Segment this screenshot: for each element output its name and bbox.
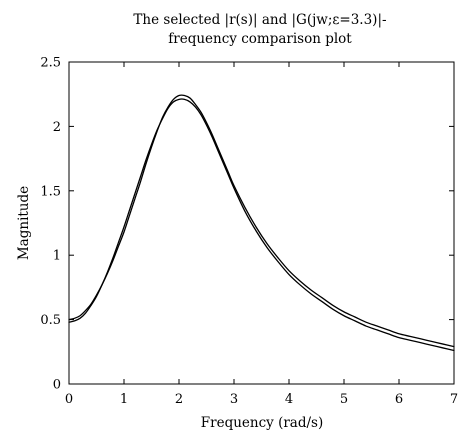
x-tick-label: 3 bbox=[230, 392, 238, 407]
x-tick-label: 4 bbox=[285, 392, 293, 407]
x-tick-label: 1 bbox=[120, 392, 128, 407]
y-tick-label: 1.5 bbox=[40, 184, 61, 199]
y-tick-label: 1 bbox=[53, 249, 61, 264]
y-tick-label: 0 bbox=[53, 378, 61, 393]
plot-area: 0 1 2 3 4 5 6 7 0 0.5 1 1.5 2 2.5 bbox=[40, 56, 458, 408]
y-tick-label: 2.5 bbox=[40, 56, 61, 71]
plot-frame bbox=[68, 61, 455, 385]
x-tick-label: 5 bbox=[340, 392, 348, 407]
y-tick-label: 2 bbox=[53, 120, 61, 135]
chart-title-line-2: frequency comparison plot bbox=[168, 31, 352, 47]
series-line-1 bbox=[68, 94, 455, 348]
series-line-2 bbox=[68, 98, 455, 352]
y-tick-label: 0.5 bbox=[40, 313, 61, 328]
x-tick-label: 7 bbox=[450, 392, 458, 407]
chart-title-line-1: The selected |r(s)| and |G(jw;ε=3.3)|- bbox=[133, 12, 386, 28]
x-axis-label: Frequency (rad/s) bbox=[201, 415, 323, 431]
x-tick-label: 0 bbox=[65, 392, 73, 407]
x-tick-label: 6 bbox=[395, 392, 403, 407]
x-tick-label: 2 bbox=[175, 392, 183, 407]
y-axis-label: Magnitude bbox=[16, 186, 32, 260]
